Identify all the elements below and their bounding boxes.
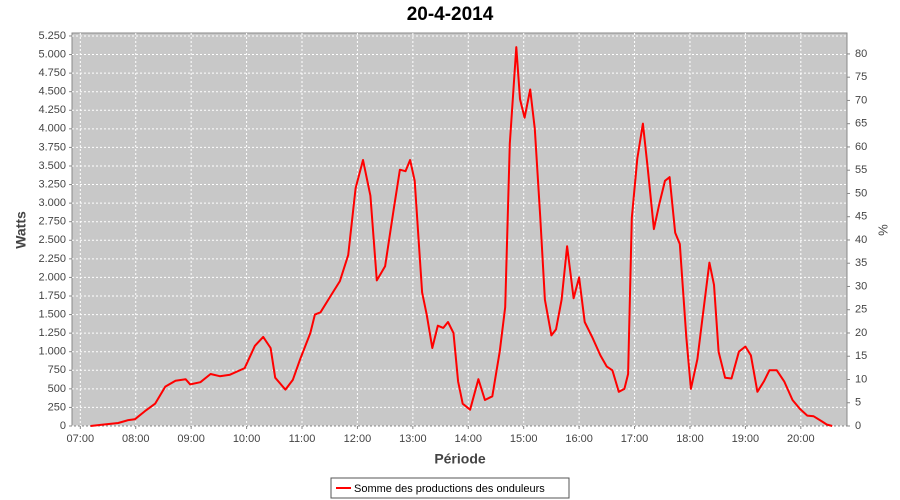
y-tick-label: 2.500 xyxy=(38,234,66,246)
x-tick-label: 10:00 xyxy=(233,433,261,445)
x-tick-label: 17:00 xyxy=(621,433,649,445)
x-tick-label: 20:00 xyxy=(787,433,815,445)
y-tick-label: 250 xyxy=(48,401,66,413)
y2-tick-label: 25 xyxy=(855,304,867,316)
x-tick-label: 15:00 xyxy=(510,433,538,445)
y-tick-label: 1.250 xyxy=(38,327,66,339)
legend xyxy=(330,477,570,499)
chart-title: 20-4-2014 xyxy=(407,4,494,25)
y-tick-label: 4.500 xyxy=(38,86,66,98)
y2-tick-label: 20 xyxy=(855,327,867,339)
x-axis-label: Période xyxy=(434,451,486,467)
y2-tick-label: 80 xyxy=(855,48,867,60)
series-line xyxy=(90,46,833,427)
y-tick-label: 0 xyxy=(60,420,66,432)
y2-tick-label: 5 xyxy=(855,397,861,409)
y-tick-label: 2.000 xyxy=(38,271,66,283)
plot-area xyxy=(71,32,848,427)
y-tick-label: 3.500 xyxy=(38,160,66,172)
x-tick-label: 08:00 xyxy=(122,433,150,445)
y2-tick-label: 50 xyxy=(855,187,867,199)
y-tick-label: 5.250 xyxy=(38,30,66,42)
y-tick-label: 4.000 xyxy=(38,123,66,135)
y-tick-label: 750 xyxy=(48,364,66,376)
x-tick-label: 18:00 xyxy=(676,433,704,445)
x-tick-label: 16:00 xyxy=(565,433,593,445)
y2-tick-label: 40 xyxy=(855,234,867,246)
x-tick-label: 19:00 xyxy=(732,433,760,445)
x-tick-label: 11:00 xyxy=(289,433,316,445)
y-tick-label: 2.750 xyxy=(38,216,66,228)
y-tick-label: 1.500 xyxy=(38,308,66,320)
y2-tick-label: 45 xyxy=(855,211,867,223)
y-tick-label: 4.250 xyxy=(38,104,66,116)
y-tick-label: 3.750 xyxy=(38,141,66,153)
y2-axis-label: % xyxy=(876,224,891,236)
y2-tick-label: 15 xyxy=(855,350,867,362)
y-tick-label: 500 xyxy=(48,383,66,395)
y2-tick-label: 35 xyxy=(855,257,867,269)
y-tick-label: 1.750 xyxy=(38,290,66,302)
y-tick-label: 2.250 xyxy=(38,253,66,265)
y-tick-label: 3.250 xyxy=(38,178,66,190)
y2-tick-label: 10 xyxy=(855,373,867,385)
y-axis-label: Watts xyxy=(13,211,29,249)
y2-tick-label: 0 xyxy=(855,420,861,432)
y2-tick-label: 60 xyxy=(855,141,867,153)
x-tick-label: 07:00 xyxy=(67,433,95,445)
x-tick-label: 09:00 xyxy=(177,433,205,445)
y2-tick-label: 55 xyxy=(855,164,867,176)
y-tick-label: 1.000 xyxy=(38,346,66,358)
x-tick-label: 12:00 xyxy=(344,433,372,445)
y2-tick-label: 70 xyxy=(855,94,867,106)
y2-tick-label: 30 xyxy=(855,280,867,292)
y2-tick-label: 65 xyxy=(855,118,867,130)
y-tick-label: 3.000 xyxy=(38,197,66,209)
legend-label: Somme des productions des onduleurs xyxy=(354,483,545,495)
y-tick-label: 4.750 xyxy=(38,67,66,79)
y2-tick-label: 75 xyxy=(855,71,867,83)
y-tick-label: 5.000 xyxy=(38,48,66,60)
x-tick-label: 14:00 xyxy=(455,433,483,445)
x-tick-label: 13:00 xyxy=(399,433,427,445)
